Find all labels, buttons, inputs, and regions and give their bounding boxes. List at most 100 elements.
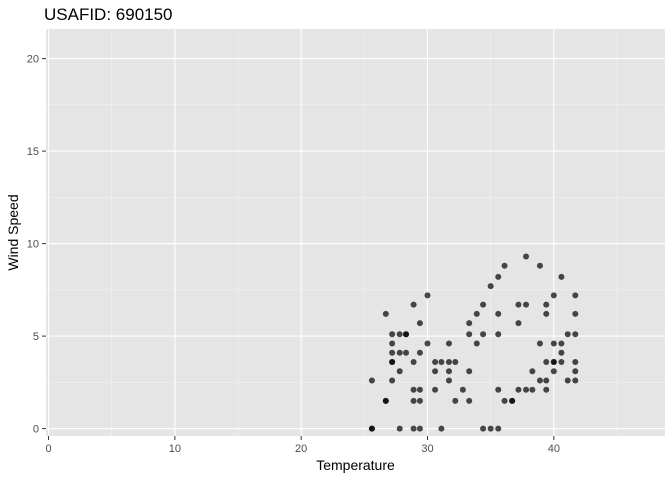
scatter-point [445, 368, 452, 375]
scatter-point [495, 331, 502, 338]
scatter-point [487, 283, 494, 290]
scatter-point [389, 359, 396, 365]
scatter-point [495, 273, 502, 280]
scatter-point [416, 349, 423, 356]
scatter-point [416, 397, 423, 404]
scatter-point [536, 377, 543, 384]
scatter-point [523, 301, 530, 308]
scatter-point [368, 377, 375, 384]
scatter-point [438, 359, 445, 365]
scatter-point [445, 377, 452, 384]
scatter-point [572, 359, 579, 365]
scatter-point [466, 368, 473, 375]
scatter-point [445, 340, 452, 347]
x-tick-label: 10 [169, 443, 181, 455]
scatter-point [480, 425, 487, 432]
scatter-point [523, 253, 530, 260]
scatter-point [536, 262, 543, 269]
axes: 0 10 20 30 40 0 5 10 15 20 [27, 54, 560, 455]
scatter-point [572, 377, 579, 384]
scatter-point [495, 386, 502, 393]
scatter-point [403, 349, 410, 356]
scatter-point [515, 301, 522, 308]
scatter-point [550, 292, 557, 299]
scatter-point [558, 340, 565, 347]
x-tick-label: 40 [548, 443, 560, 455]
scatter-point [410, 425, 417, 432]
scatter-point [452, 359, 459, 365]
chart-title: USAFID: 690150 [44, 5, 173, 24]
scatter-point [495, 425, 502, 432]
scatter-point [466, 331, 473, 338]
scatter-point [529, 386, 536, 393]
scatter-point [432, 386, 439, 393]
scatter-point [523, 386, 530, 393]
scatter-point [572, 292, 579, 299]
y-tick-label: 5 [33, 331, 39, 343]
scatter-point [396, 331, 403, 338]
y-tick-label: 20 [27, 54, 39, 66]
scatter-point [389, 377, 396, 384]
scatter-point [389, 331, 396, 338]
data-points [368, 253, 579, 432]
y-axis-title: Wind Speed [5, 194, 21, 270]
x-tick-label: 0 [45, 443, 51, 455]
scatter-point [480, 331, 487, 338]
x-tick-label: 30 [421, 443, 433, 455]
scatter-point [543, 359, 550, 365]
scatter-point [501, 262, 508, 269]
scatter-point [416, 425, 423, 432]
scatter-point [445, 359, 452, 365]
scatter-point [558, 273, 565, 280]
scatter-point [396, 349, 403, 356]
scatter-point [389, 340, 396, 347]
scatter-point [368, 425, 375, 432]
scatter-point [403, 331, 410, 338]
scatter-point [558, 359, 565, 365]
scatter-point [466, 320, 473, 327]
y-tick-label: 10 [27, 239, 39, 251]
major-gridlines [46, 29, 665, 436]
plot-panel [46, 29, 665, 436]
scatter-point [550, 340, 557, 347]
y-tick-label: 0 [33, 424, 39, 436]
scatter-point [550, 368, 557, 375]
scatter-point [473, 310, 480, 317]
scatter-point [473, 340, 480, 347]
scatter-point [416, 386, 423, 393]
scatter-point [432, 368, 439, 375]
scatter-point [410, 397, 417, 404]
scatter-point [572, 368, 579, 375]
scatter-point [564, 331, 571, 338]
x-axis-title: Temperature [316, 457, 395, 473]
scatter-point [558, 349, 565, 356]
scatter-point [424, 292, 431, 299]
scatter-point [564, 377, 571, 384]
scatter-point [459, 386, 466, 393]
scatter-point [452, 397, 459, 404]
scatter-point [543, 310, 550, 317]
x-tick-label: 20 [295, 443, 307, 455]
scatter-point [543, 301, 550, 308]
scatter-point [382, 310, 389, 317]
scatter-point [466, 397, 473, 404]
scatter-point [438, 425, 445, 432]
y-tick-label: 15 [27, 146, 39, 158]
scatter-point [572, 331, 579, 338]
scatter-point [410, 301, 417, 308]
scatter-point [396, 425, 403, 432]
scatter-point [550, 359, 557, 365]
scatter-point [396, 368, 403, 375]
minor-gridlines [46, 29, 665, 436]
scatter-point [529, 368, 536, 375]
scatter-point [543, 386, 550, 393]
scatter-point [416, 320, 423, 327]
scatter-point [501, 397, 508, 404]
scatter-point [424, 340, 431, 347]
scatter-point [536, 340, 543, 347]
scatter-point [495, 310, 502, 317]
scatter-point [515, 386, 522, 393]
scatter-point [432, 359, 439, 365]
scatter-point [487, 425, 494, 432]
scatter-point [543, 377, 550, 384]
